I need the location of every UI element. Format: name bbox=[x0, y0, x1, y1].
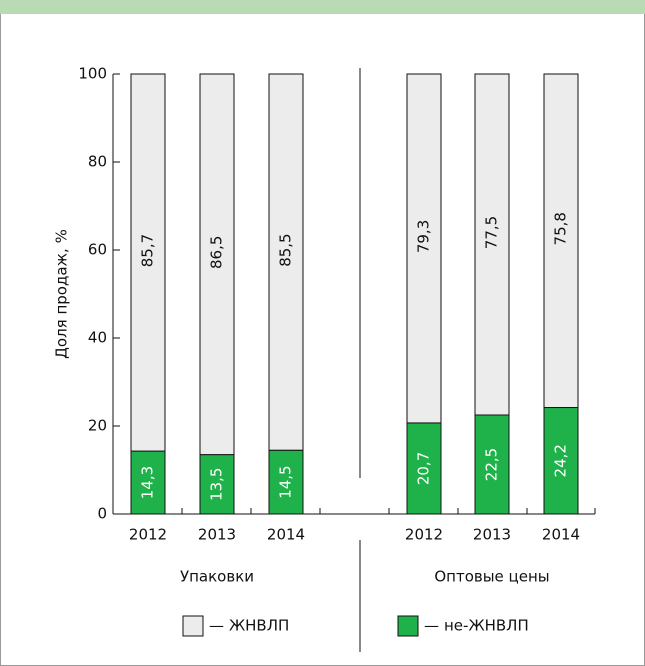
x-tick-label: 2012 bbox=[129, 526, 167, 544]
value-label: 20,7 bbox=[415, 452, 433, 485]
value-label: 22,5 bbox=[483, 448, 501, 481]
y-tick-label: 60 bbox=[88, 241, 107, 259]
legend-swatch bbox=[397, 615, 419, 637]
x-tick-label: 2014 bbox=[267, 526, 305, 544]
bar-segment bbox=[543, 73, 579, 409]
group-label: Оптовые цены bbox=[434, 568, 549, 586]
y-tick-label: 0 bbox=[97, 505, 107, 523]
legend-swatch bbox=[182, 615, 204, 637]
x-tick-label: 2012 bbox=[405, 526, 443, 544]
y-tick-label: 100 bbox=[78, 65, 107, 83]
value-label: 85,5 bbox=[277, 233, 295, 266]
value-label: 85,7 bbox=[139, 234, 157, 267]
value-label: 75,8 bbox=[552, 212, 570, 245]
bar-segment bbox=[406, 73, 442, 424]
legend-label: не-ЖНВЛП bbox=[444, 617, 529, 635]
bar-segment bbox=[406, 422, 442, 515]
group-label: Упаковки bbox=[180, 568, 254, 586]
y-tick-label: 20 bbox=[88, 417, 107, 435]
value-label: 14,5 bbox=[277, 465, 295, 498]
bar-segment bbox=[268, 449, 304, 515]
header-band bbox=[0, 0, 645, 14]
bar-segment bbox=[268, 73, 304, 451]
x-tick-label: 2013 bbox=[473, 526, 511, 544]
value-label: 14,3 bbox=[139, 466, 157, 499]
value-label: 77,5 bbox=[483, 216, 501, 249]
bar-segment bbox=[474, 414, 510, 515]
bar-segment bbox=[474, 73, 510, 416]
bar-segment bbox=[543, 407, 579, 515]
legend-dash: — bbox=[209, 617, 224, 635]
x-tick-label: 2014 bbox=[542, 526, 580, 544]
value-label: 13,5 bbox=[208, 468, 226, 501]
value-label: 86,5 bbox=[208, 236, 226, 269]
legend-dash: — bbox=[424, 617, 439, 635]
y-axis-label: Доля продаж, % bbox=[53, 229, 71, 359]
legend-label: ЖНВЛП bbox=[229, 617, 289, 635]
y-tick-label: 80 bbox=[88, 153, 107, 171]
x-tick-label: 2013 bbox=[198, 526, 236, 544]
value-label: 79,3 bbox=[415, 220, 433, 253]
value-label: 24,2 bbox=[552, 444, 570, 477]
bar-segment bbox=[130, 73, 166, 452]
bar-segment bbox=[199, 73, 235, 456]
y-tick-label: 40 bbox=[88, 329, 107, 347]
